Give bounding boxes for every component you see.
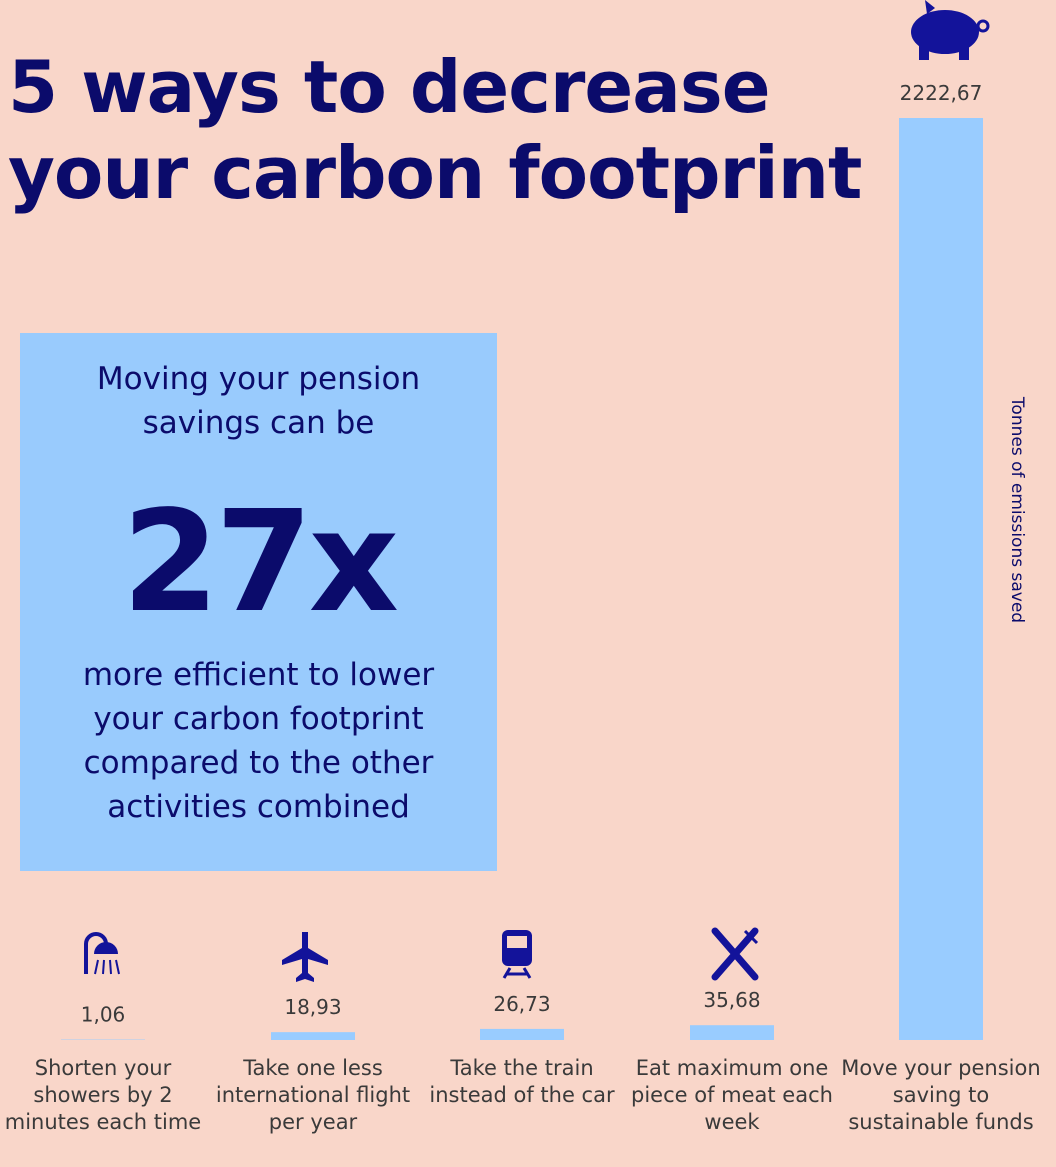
value-label: 1,06 bbox=[81, 1003, 126, 1027]
callout-tail: more efficient to lower your carbon foot… bbox=[82, 657, 435, 825]
category-label: Shorten your showers by 2 minutes each t… bbox=[4, 1056, 202, 1134]
piggy-bank-icon bbox=[911, 0, 990, 60]
callout-box: Moving your pension savings can be 27x m… bbox=[20, 333, 497, 871]
cutlery-icon bbox=[711, 927, 759, 981]
chart-title: 5 ways to decrease your carbon footprint bbox=[8, 45, 862, 215]
plane-icon bbox=[282, 932, 328, 982]
bar bbox=[690, 1025, 774, 1040]
icons bbox=[84, 0, 990, 982]
bar bbox=[480, 1028, 564, 1040]
bar bbox=[271, 1032, 355, 1040]
value-label: 2222,67 bbox=[900, 81, 983, 105]
category-label: Move your pension saving to sustainable … bbox=[841, 1056, 1041, 1134]
callout-lead: Moving your pension savings can be bbox=[96, 361, 421, 441]
train-icon bbox=[502, 930, 532, 979]
shower-icon bbox=[84, 932, 120, 975]
callout-highlight: 27x bbox=[121, 481, 399, 644]
category-label: Eat maximum one piece of meat each week bbox=[631, 1056, 833, 1134]
y-axis-label: Tonnes of emissions saved bbox=[1007, 396, 1027, 623]
category-label: Take the train instead of the car bbox=[429, 1056, 615, 1107]
value-label: 26,73 bbox=[493, 992, 550, 1016]
category-label: Take one less international flight per y… bbox=[215, 1056, 411, 1134]
bar bbox=[899, 118, 983, 1040]
value-label: 18,93 bbox=[284, 995, 341, 1019]
value-label: 35,68 bbox=[703, 988, 760, 1012]
